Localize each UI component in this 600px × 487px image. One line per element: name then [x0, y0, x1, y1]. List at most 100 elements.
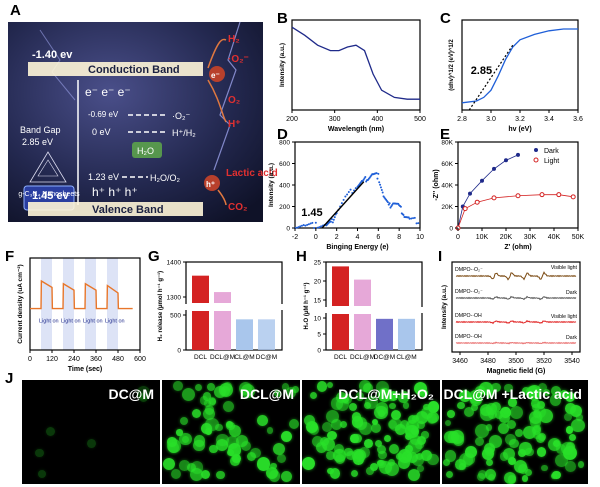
light-on-label: Light on	[105, 318, 125, 324]
fluorescent-cell	[376, 459, 384, 467]
fluorescent-cell	[376, 380, 390, 394]
fluorescent-cell	[215, 423, 223, 431]
fluorescent-cell	[321, 422, 332, 433]
fluorescent-cell	[556, 444, 566, 454]
x-tick-label: 0	[456, 234, 460, 241]
y-axis-label: Intensity (a.u.)	[268, 163, 275, 207]
y-axis-label: Current density (uA cm⁻²)	[17, 264, 24, 343]
panel-label-j: J	[5, 370, 14, 387]
y-axis-label: (αhv)^1/2 (eV)^1/2	[449, 39, 455, 91]
vb-annotation: 1.45	[301, 207, 322, 219]
xps-point	[349, 188, 352, 191]
fluorescent-cell	[485, 424, 493, 431]
fluorescent-cell	[330, 468, 341, 479]
xps-point	[300, 224, 303, 227]
tangent-line	[468, 44, 514, 111]
fluorescent-cell	[388, 391, 399, 401]
fluorescent-cell	[541, 464, 548, 472]
x-tick-label: 360	[90, 356, 102, 363]
y-tick-label: 500	[170, 313, 181, 320]
fluorescent-cell	[517, 449, 526, 458]
fluorescent-cell	[216, 433, 229, 446]
micrograph-dc-m: DC@M	[22, 380, 160, 484]
fluorescent-cell	[207, 397, 217, 407]
species-electron: e⁻	[211, 71, 220, 80]
fluorescent-cell	[509, 438, 519, 449]
xps-point	[295, 226, 298, 229]
fluorescent-cell	[452, 434, 464, 446]
trace-condition: Visible light	[551, 265, 578, 271]
xps-point	[386, 201, 389, 204]
trace-condition: Visible light	[551, 314, 578, 320]
y-tick-label: 800	[279, 140, 290, 147]
y-tick-label: 20	[314, 279, 322, 286]
fluorescent-cell	[285, 387, 297, 398]
bar-upper	[214, 292, 231, 303]
trace-condition: Dark	[566, 335, 577, 341]
fluorescent-cell	[316, 442, 328, 454]
level3-energy: 1.23 eV	[88, 172, 119, 182]
fluorescent-cell	[335, 392, 347, 404]
fluorescent-cell	[204, 405, 215, 415]
fluorescent-cell	[484, 442, 496, 454]
light-on-band	[41, 258, 52, 350]
panel-label-b: B	[277, 10, 288, 27]
fluorescent-cell	[335, 397, 350, 412]
fluorescent-cell	[490, 402, 501, 413]
xps-point	[332, 218, 335, 221]
x-tick-label: 4	[356, 234, 360, 241]
hole-circle	[204, 175, 220, 191]
x-axis-label: hv (eV)	[508, 126, 531, 133]
material-label: g-C₃N₄ Nanosheets	[18, 191, 80, 198]
xps-point	[415, 222, 418, 225]
fluorescent-cell	[138, 393, 148, 403]
fluorescent-cell	[304, 414, 316, 426]
fluorescent-cell	[366, 467, 374, 475]
level1-energy: -0.69 eV	[88, 110, 119, 119]
bar-lower	[354, 314, 371, 350]
fluorescent-cell	[270, 462, 277, 470]
lattice-icon	[29, 151, 67, 183]
x-tick-label: 240	[68, 356, 80, 363]
x-axis-label: Z' (ohm)	[504, 244, 531, 251]
bar	[258, 319, 275, 350]
fluorescent-cell	[355, 391, 365, 401]
conduction-band-bar	[28, 62, 203, 76]
fluorescent-cell	[477, 470, 488, 480]
light-point	[570, 194, 576, 200]
esr-trace	[455, 271, 577, 281]
fluorescent-cell	[320, 437, 330, 447]
xps-point	[316, 226, 319, 229]
y-tick-label: 0	[317, 348, 321, 355]
cb-label: Conduction Band	[88, 64, 180, 76]
x-tick-label: 500	[414, 116, 426, 123]
x-tick-label: 8	[397, 234, 401, 241]
axis-break	[323, 307, 425, 313]
micrograph-caption: DCL@M+H₂O₂	[338, 386, 434, 402]
x-tick-label: 3480	[480, 358, 496, 365]
fluorescent-cell	[508, 398, 517, 407]
y-tick-label: 20K	[441, 204, 453, 211]
light-point	[474, 199, 480, 205]
x-tick-label: 120	[46, 356, 58, 363]
fluorescent-cell	[199, 396, 209, 405]
fluorescent-cell	[417, 420, 426, 429]
fluorescent-cell	[240, 440, 251, 451]
fluorescent-cell	[404, 432, 412, 440]
fluorescent-cell	[474, 424, 489, 438]
light-on-label: Light on	[61, 318, 81, 324]
dark-point	[504, 158, 508, 163]
micrograph-dcl-m-lactic: DCL@M +Lactic acid	[442, 380, 588, 484]
x-tick-label: 480	[112, 356, 124, 363]
fluorescent-cell	[550, 473, 557, 480]
x-tick-label: 50K	[572, 234, 585, 241]
fluorescent-cell	[407, 452, 419, 463]
valence-band-bar	[28, 202, 203, 216]
x-tick-label: 6	[376, 234, 380, 241]
xps-point	[331, 221, 334, 224]
fluorescent-cell	[475, 437, 485, 447]
bar	[236, 319, 253, 350]
xps-point	[376, 177, 379, 180]
plot-frame	[291, 19, 421, 111]
